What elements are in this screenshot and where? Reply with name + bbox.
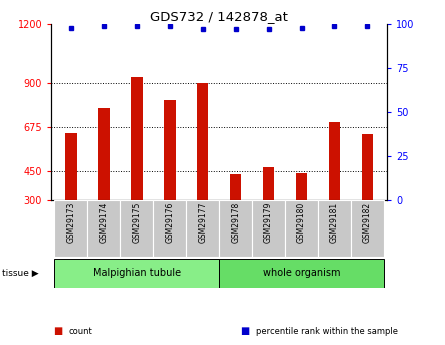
Text: ■: ■ [53, 326, 63, 336]
Bar [186, 200, 219, 257]
Bar [318, 200, 351, 257]
Bar [153, 200, 186, 257]
Bar [263, 167, 274, 200]
Bar [329, 122, 340, 200]
Text: GSM29178: GSM29178 [231, 202, 240, 243]
Bar [285, 200, 318, 257]
Bar [296, 173, 307, 200]
Text: whole organism: whole organism [263, 268, 340, 278]
Bar [351, 200, 384, 257]
Text: Malpighian tubule: Malpighian tubule [93, 268, 181, 278]
Text: GSM29182: GSM29182 [363, 202, 372, 243]
Bar [87, 200, 120, 257]
Text: GSM29174: GSM29174 [99, 202, 109, 243]
Bar [164, 100, 175, 200]
Bar [65, 133, 77, 200]
Bar [219, 200, 252, 257]
Text: ■: ■ [240, 326, 250, 336]
Text: count: count [69, 327, 93, 336]
Bar [362, 134, 373, 200]
Bar [54, 259, 219, 288]
Text: GSM29181: GSM29181 [330, 202, 339, 243]
Bar [98, 108, 109, 200]
Bar [120, 200, 153, 257]
Bar [219, 259, 384, 288]
Bar [230, 174, 241, 200]
Title: GDS732 / 142878_at: GDS732 / 142878_at [150, 10, 288, 23]
Bar [131, 77, 142, 200]
Bar [197, 83, 208, 200]
Text: percentile rank within the sample: percentile rank within the sample [256, 327, 398, 336]
Text: GSM29180: GSM29180 [297, 202, 306, 243]
Text: GSM29173: GSM29173 [66, 202, 76, 243]
Text: GSM29175: GSM29175 [132, 202, 142, 243]
Text: GSM29176: GSM29176 [165, 202, 174, 243]
Text: tissue ▶: tissue ▶ [2, 269, 39, 278]
Text: GSM29179: GSM29179 [264, 202, 273, 243]
Bar [252, 200, 285, 257]
Bar [54, 200, 87, 257]
Text: GSM29177: GSM29177 [198, 202, 207, 243]
